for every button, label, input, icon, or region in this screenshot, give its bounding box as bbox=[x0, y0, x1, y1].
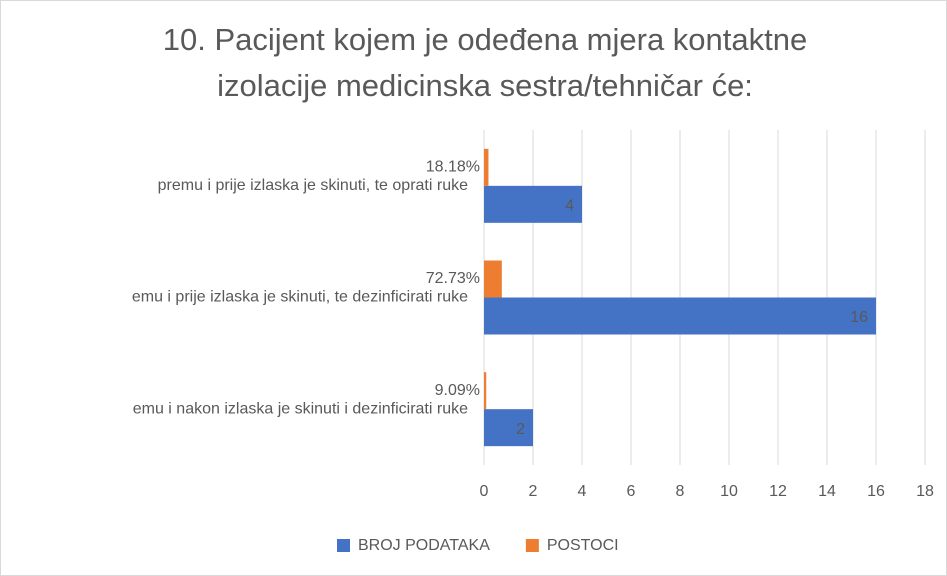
bar bbox=[484, 297, 876, 335]
bar bbox=[484, 372, 487, 410]
data-label: 16 bbox=[850, 309, 868, 326]
data-label: 18.18% bbox=[426, 159, 480, 176]
x-tick-label: 2 bbox=[529, 483, 538, 500]
x-tick-label: 18 bbox=[916, 483, 934, 500]
legend-swatch bbox=[525, 539, 539, 552]
bar bbox=[484, 148, 489, 186]
x-tick-label: 10 bbox=[720, 483, 738, 500]
x-tick-label: 16 bbox=[867, 483, 885, 500]
chart-title: 10. Pacijent kojem je odeđena mjera kont… bbox=[163, 22, 808, 57]
x-tick-label: 12 bbox=[769, 483, 787, 500]
data-label: 2 bbox=[516, 421, 525, 438]
x-tick-label: 6 bbox=[627, 483, 636, 500]
data-label: 4 bbox=[565, 198, 574, 215]
x-tick-label: 0 bbox=[480, 483, 489, 500]
legend-swatch bbox=[337, 539, 350, 552]
data-label: 9.09% bbox=[435, 382, 480, 399]
data-label: 72.73% bbox=[426, 270, 480, 287]
chart-title: izolacije medicinska sestra/tehničar će: bbox=[217, 68, 753, 103]
legend-label: BROJ PODATAKA bbox=[358, 537, 490, 554]
y-tick-label: premu i prije izlaska je skinuti, te opr… bbox=[158, 177, 468, 194]
legend-label: POSTOCI bbox=[547, 537, 619, 554]
x-tick-label: 14 bbox=[818, 483, 836, 500]
y-tick-label: emu i prije izlaska je skinuti, te dezin… bbox=[132, 289, 468, 306]
bar bbox=[484, 409, 533, 447]
x-tick-label: 4 bbox=[578, 483, 587, 500]
y-tick-label: emu i nakon izlaska je skinuti i dezinfi… bbox=[133, 400, 468, 417]
bar bbox=[484, 185, 582, 223]
bar bbox=[484, 260, 502, 298]
x-tick-label: 8 bbox=[676, 483, 685, 500]
